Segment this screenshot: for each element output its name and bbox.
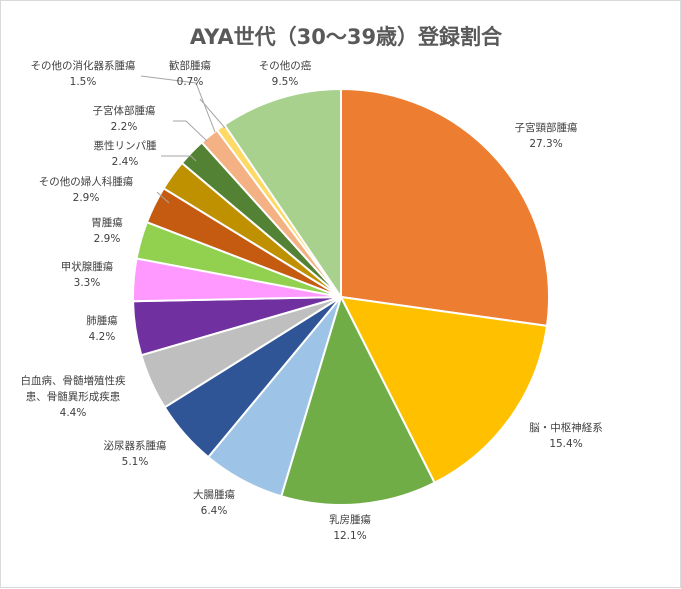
chart-title: AYA世代（30～39歳）登録割合 — [190, 25, 503, 49]
pie-slice — [223, 87, 342, 301]
pie-slice — [339, 295, 549, 485]
slice-label: 悪性リンパ腫 2.4% — [94, 139, 157, 168]
slice-label: 子宮体部腫瘍 2.2% — [93, 104, 156, 133]
slice-label: 肺腫瘍 4.2% — [86, 314, 118, 343]
slice-label: 泌尿器系腫瘍 5.1% — [104, 439, 167, 468]
leader-line — [161, 155, 197, 162]
slice-label: その他の消化器系腫瘍 1.5% — [31, 59, 136, 88]
pie-slice — [340, 87, 550, 328]
slice-label: 歓部腫瘍 0.7% — [169, 59, 211, 88]
slice-label: 白血病、骨髄増殖性疾患、骨髄異形成疾患 4.4% — [21, 374, 126, 419]
leader-lines — [140, 75, 226, 204]
pie-slice — [280, 294, 436, 506]
slice-label: 脳・中枢神経系 15.4% — [529, 421, 603, 450]
leader-line — [199, 98, 226, 129]
leader-line — [156, 191, 170, 204]
slice-label: 乳房腫瘍 12.1% — [329, 513, 371, 542]
slice-label: 子宮頸部腫瘍 27.3% — [515, 121, 578, 150]
slice-label: その他の婦人科腫瘍 2.9% — [39, 175, 134, 204]
slice-label: 甲状腺腫瘍 3.3% — [61, 260, 114, 289]
leader-line — [140, 75, 216, 133]
slice-label: 胃腫瘍 2.9% — [91, 216, 123, 245]
slice-label: 大腸腫瘍 6.4% — [193, 488, 235, 517]
leader-line — [173, 120, 208, 142]
slice-labels: 子宮頸部腫瘍 27.3% 脳・中枢神経系 15.4% 乳房腫瘍 12.1% 大腸腫瘍 6.4%… — [21, 59, 603, 542]
slice-label: その他の癌 9.5% — [259, 59, 312, 88]
pie-slices — [132, 87, 550, 506]
